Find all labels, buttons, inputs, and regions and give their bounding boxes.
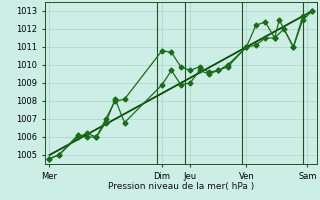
X-axis label: Pression niveau de la mer( hPa ): Pression niveau de la mer( hPa ): [108, 182, 254, 191]
